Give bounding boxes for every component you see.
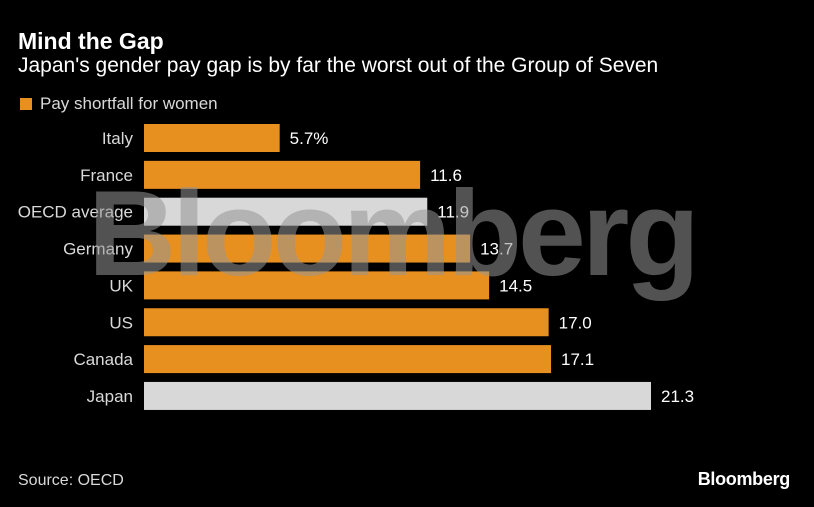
bar-japan (144, 381, 651, 410)
chart-title: Mind the Gap (18, 28, 164, 54)
bloomberg-logo: Bloomberg (697, 469, 791, 489)
category-label: US (109, 313, 133, 332)
legend-label: Pay shortfall for women (40, 94, 218, 113)
bar-canada (144, 345, 552, 374)
value-label: 5.7% (290, 129, 329, 148)
bar-germany (144, 234, 471, 263)
value-label: 11.6 (430, 166, 462, 185)
bar-us (144, 308, 549, 337)
category-label: Italy (102, 129, 134, 148)
value-label: 14.5 (499, 276, 532, 295)
chart-subtitle: Japan's gender pay gap is by far the wor… (18, 54, 659, 77)
bar-oecd-average (144, 197, 428, 226)
category-label: France (80, 166, 133, 185)
legend: Pay shortfall for women (20, 94, 218, 114)
value-label: 11.9 (437, 203, 469, 222)
value-label: 17.0 (559, 313, 592, 332)
category-label: Japan (87, 387, 133, 406)
source-note: Source: OECD (18, 472, 124, 489)
value-label: 13.7 (480, 240, 513, 259)
category-label: UK (109, 276, 133, 295)
category-label: Germany (63, 240, 133, 259)
value-label: 17.1 (561, 350, 594, 369)
bar-italy (144, 124, 280, 152)
category-label: Canada (73, 350, 133, 369)
bar-uk (144, 271, 490, 300)
legend-swatch (20, 98, 32, 110)
category-label: OECD average (18, 203, 133, 222)
bar-france (144, 160, 421, 189)
value-label: 21.3 (661, 387, 694, 406)
